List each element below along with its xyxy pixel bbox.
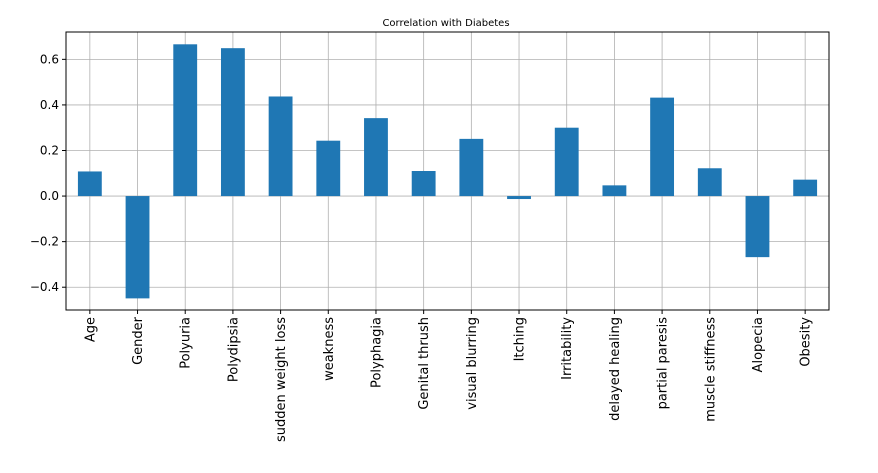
- plot-frame: [65, 31, 830, 311]
- bar-polydipsia: [220, 48, 245, 197]
- bar-visual-blurring: [459, 138, 484, 197]
- bar-polyphagia: [364, 118, 388, 197]
- chart-title: Correlation with Diabetes: [382, 18, 509, 29]
- x-tick-label: Itching: [513, 317, 528, 361]
- y-tick-label: −0.4: [30, 280, 59, 294]
- bar-itching: [507, 196, 531, 200]
- x-tick-label: Age: [83, 317, 98, 342]
- y-axis: −0.4 −0.2 0.0 0.2 0.4 0.6: [30, 52, 66, 294]
- bar-irritability: [554, 127, 579, 197]
- bar-obesity: [793, 179, 818, 197]
- bar-age: [77, 171, 102, 197]
- bar-sudden-weight-loss: [268, 96, 293, 197]
- x-tick-label: Polyphagia: [369, 317, 384, 388]
- bar-genital-thrush: [411, 171, 436, 197]
- x-axis: Age Gender Polyuria Polydipsia sudden weight…: [83, 310, 814, 442]
- bar-muscle-stiffness: [697, 168, 722, 197]
- bar-polyuria: [173, 44, 198, 197]
- y-tick-label: −0.2: [30, 235, 59, 249]
- bar-alopecia: [745, 196, 770, 258]
- x-tick-label: Obesity: [799, 317, 814, 367]
- bar-weakness: [316, 140, 341, 197]
- bar-partial-paresis: [650, 97, 675, 197]
- bars-layer: [77, 44, 818, 299]
- x-tick-label: Gender: [131, 316, 146, 365]
- x-tick-label: Polyuria: [179, 317, 194, 369]
- x-tick-label: sudden weight loss: [274, 317, 289, 442]
- x-tick-label: Irritability: [560, 317, 575, 380]
- x-tick-label: partial paresis: [656, 317, 671, 410]
- y-tick-label: 0.6: [40, 52, 59, 66]
- x-tick-label: weakness: [322, 317, 337, 381]
- y-tick-label: 0.4: [40, 98, 59, 112]
- x-tick-label: visual blurring: [465, 317, 480, 410]
- x-tick-label: Polydipsia: [226, 317, 241, 382]
- bar-gender: [125, 196, 150, 299]
- x-tick-label: muscle stiffness: [703, 317, 718, 422]
- y-tick-label: 0.2: [40, 143, 59, 157]
- x-tick-label: Alopecia: [751, 317, 766, 372]
- bar-delayed-healing: [602, 185, 627, 197]
- y-tick-label: 0.0: [40, 189, 59, 203]
- x-tick-label: Genital thrush: [417, 317, 432, 410]
- x-tick-label: delayed healing: [608, 317, 623, 421]
